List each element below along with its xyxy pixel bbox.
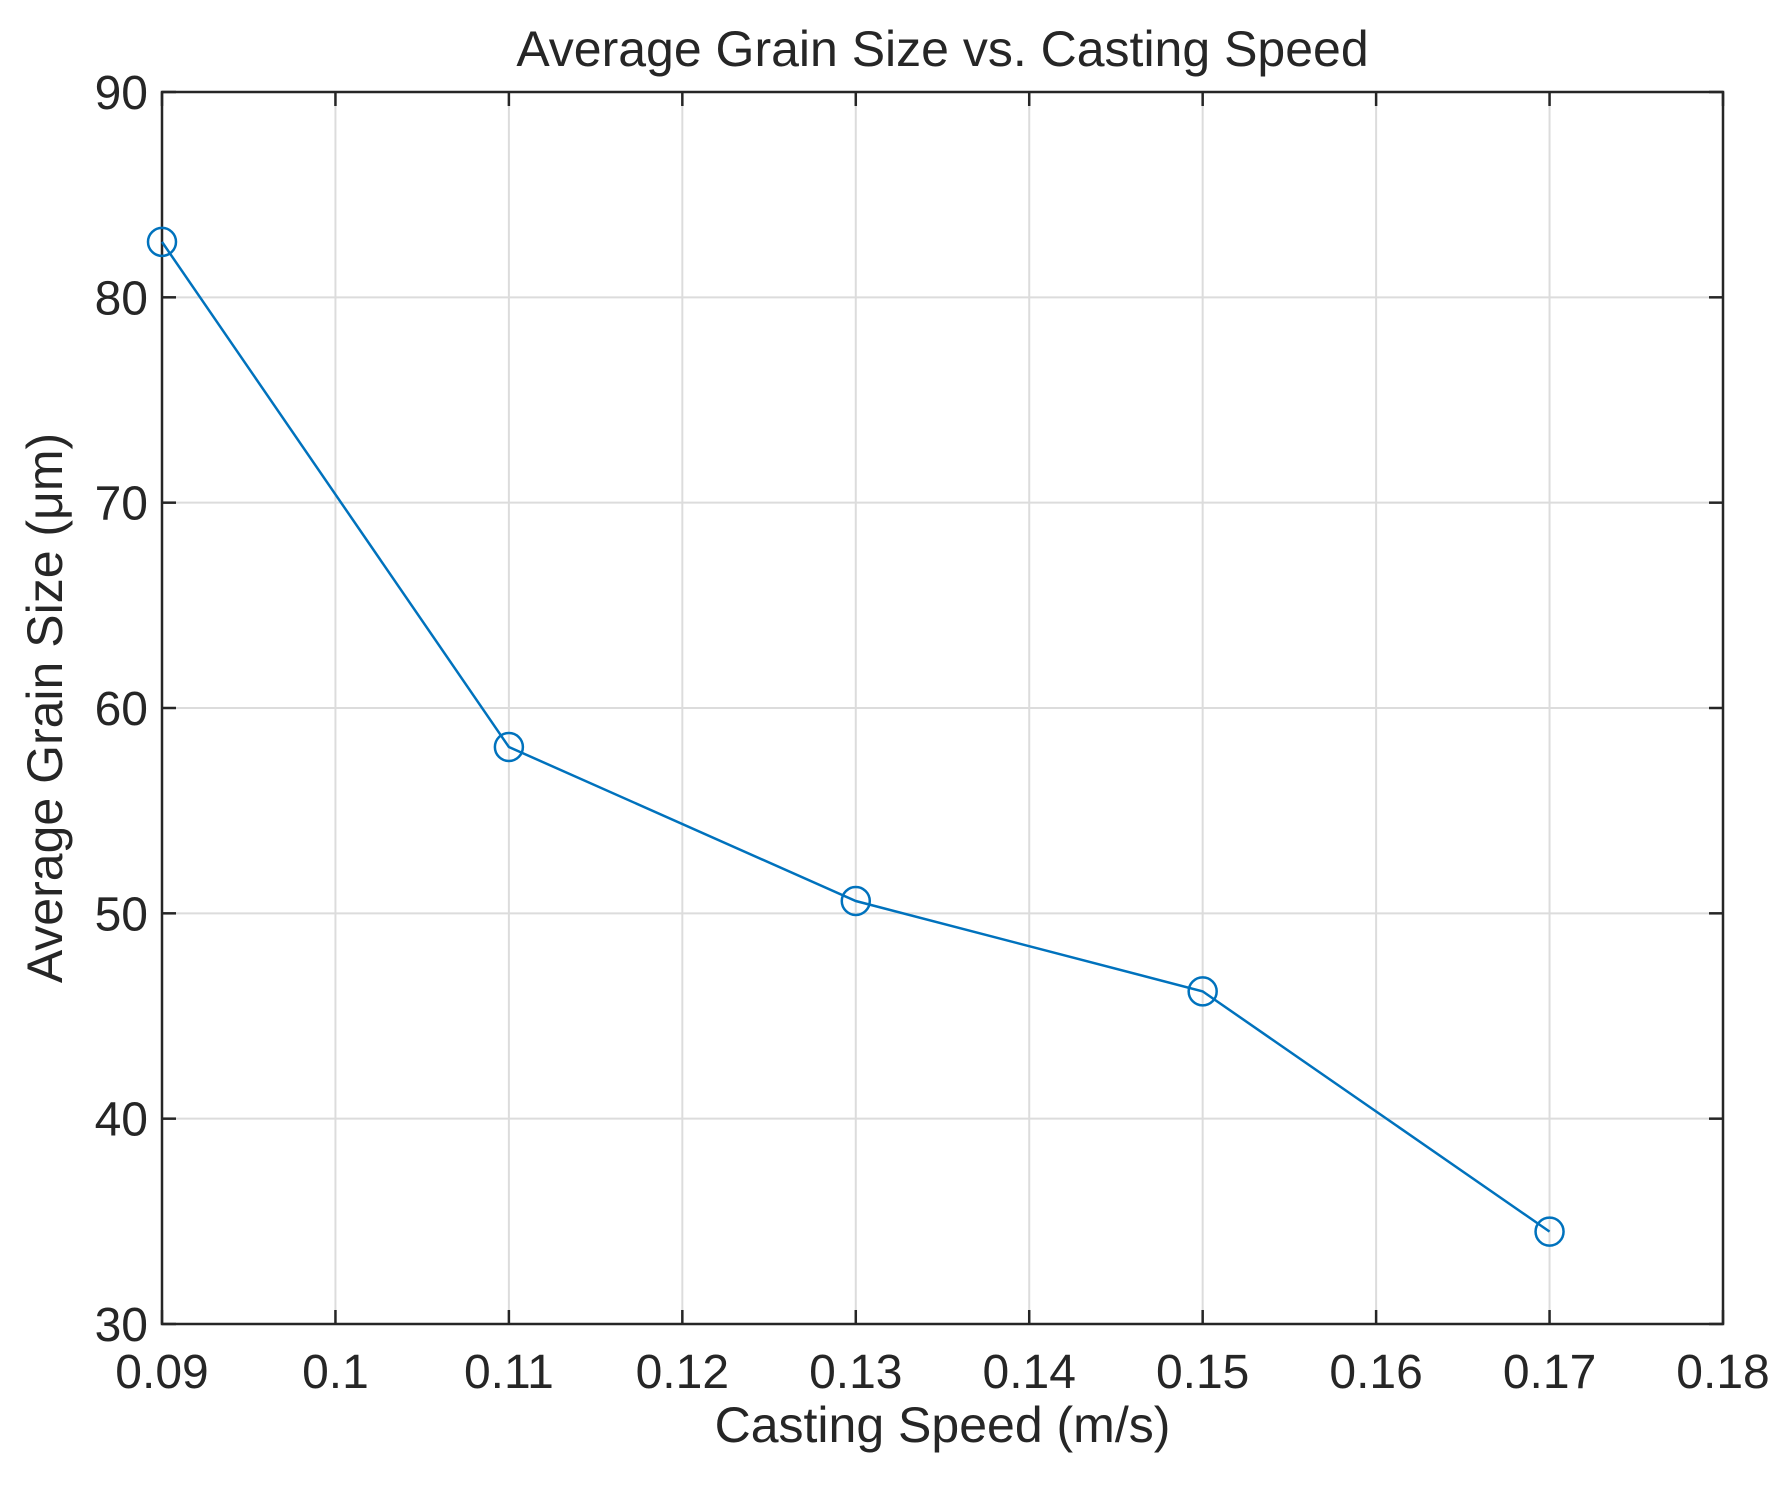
x-tick-label: 0.14 (983, 1346, 1076, 1399)
x-tick-label: 0.1 (302, 1346, 369, 1399)
x-tick-label: 0.18 (1676, 1346, 1769, 1399)
x-tick-label: 0.16 (1329, 1346, 1422, 1399)
x-axis-title: Casting Speed (m/s) (715, 1397, 1171, 1453)
y-tick-label: 90 (95, 67, 148, 120)
y-tick-label: 30 (95, 1299, 148, 1352)
y-tick-label: 80 (95, 272, 148, 325)
y-axis-tick-labels: 30 40 50 60 70 80 90 (95, 67, 148, 1352)
y-tick-label: 60 (95, 683, 148, 736)
y-tick-label: 50 (95, 888, 148, 941)
data-point-marker (493, 731, 525, 763)
x-tick-label: 0.11 (464, 1346, 554, 1399)
data-point-marker (840, 885, 872, 917)
y-tick-label: 40 (95, 1094, 148, 1147)
data-point-marker (1534, 1216, 1565, 1247)
x-tick-label: 0.13 (809, 1346, 902, 1399)
x-tick-label: 0.15 (1156, 1346, 1249, 1399)
x-axis-tick-labels: 0.09 0.1 0.11 0.12 0.13 0.14 0.15 0.16 0.17 0.18 (115, 1346, 1769, 1399)
y-tick-label: 70 (95, 478, 148, 531)
data-point-marker (1187, 976, 1218, 1007)
x-tick-label: 0.17 (1503, 1346, 1596, 1399)
tick-marks (160, 90, 1725, 1326)
y-axis-title: Average Grain Size (μm) (17, 433, 73, 983)
series-line (160, 241, 1551, 1233)
x-tick-label: 0.12 (636, 1346, 729, 1399)
chart-title: Average Grain Size vs. Casting Speed (516, 21, 1368, 77)
x-tick-label: 0.09 (115, 1346, 208, 1399)
data-series (146, 226, 1565, 1247)
data-point-marker (146, 226, 178, 258)
